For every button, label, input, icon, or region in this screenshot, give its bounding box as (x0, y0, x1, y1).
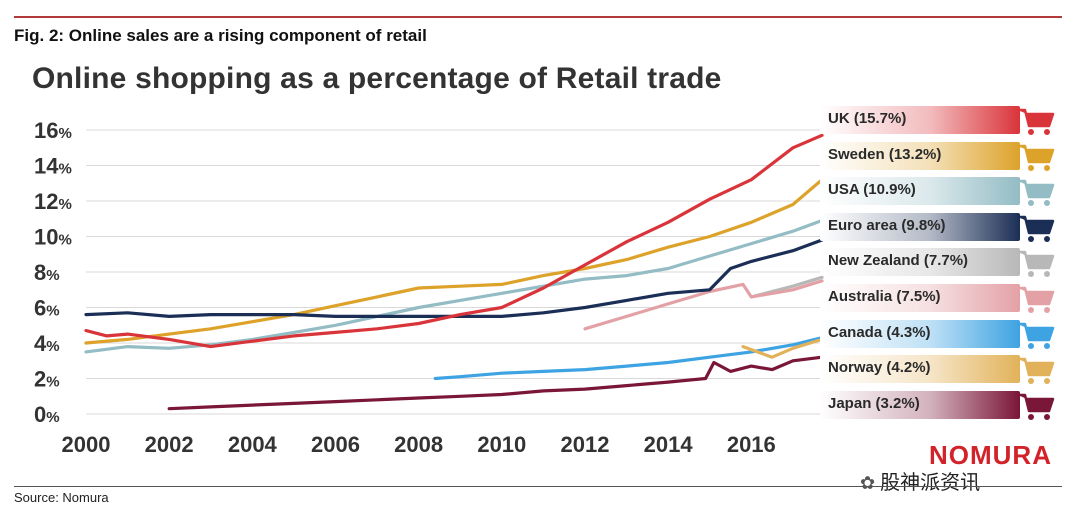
y-tick-label: 16% (34, 118, 72, 143)
series-line-sweden (84, 178, 824, 345)
watermark-text: 股神派资讯 (880, 472, 981, 494)
legend-item: Sweden (13.2%) (820, 140, 1058, 172)
shopping-cart-icon (1018, 357, 1055, 385)
series-line-uk (84, 133, 824, 349)
series-line-japan (167, 355, 824, 411)
chart-title: Online shopping as a percentage of Retai… (32, 62, 722, 95)
legend-label: Canada (4.3%) (828, 323, 931, 341)
x-tick-label: 2012 (561, 432, 610, 457)
legend-band (820, 319, 1020, 348)
shopping-cart-icon (1018, 322, 1055, 349)
legend-label: Japan (3.2%) (828, 394, 920, 412)
series-line-norway (741, 337, 824, 359)
x-tick-label: 2002 (145, 432, 194, 457)
shopping-cart-icon (1018, 215, 1055, 242)
top-rule (14, 16, 1062, 18)
legend-label: Euro area (9.8%) (828, 216, 946, 234)
legend-item: Japan (3.2%) (820, 389, 1058, 421)
legend-band (820, 141, 1020, 170)
x-tick-label: 2006 (311, 432, 360, 457)
legend-item: USA (10.9%) (820, 175, 1058, 207)
x-tick-label: 2016 (727, 432, 776, 457)
y-tick-label: 6% (34, 296, 60, 321)
legend-band (820, 106, 1020, 134)
shopping-cart-icon (1018, 108, 1055, 135)
y-tick-label: 8% (34, 260, 60, 285)
legend-band (820, 248, 1020, 277)
legend-band (820, 355, 1020, 384)
bottom-rule (14, 486, 1062, 487)
shopping-cart-icon (1018, 251, 1055, 278)
legend-item: Euro area (9.8%) (820, 211, 1058, 243)
legend-item: Canada (4.3%) (820, 318, 1058, 350)
y-tick-label: 12% (34, 189, 72, 214)
legend-item: Australia (7.5%) (820, 282, 1058, 314)
legend-item: UK (15.7%) (820, 104, 1058, 136)
legend-label: Norway (4.2%) (828, 359, 931, 377)
series-line-usa (84, 218, 824, 354)
legend-label: Australia (7.5%) (828, 288, 941, 305)
x-tick-label: 2014 (644, 432, 694, 457)
series-line-euro-area (84, 238, 824, 318)
shopping-cart-icon (1018, 393, 1055, 420)
legend-band (820, 284, 1020, 312)
x-tick-label: 2008 (394, 432, 443, 457)
y-tick-label: 4% (34, 331, 60, 356)
x-tick-label: 2010 (477, 432, 526, 457)
y-tick-label: 14% (34, 154, 72, 179)
legend-label: USA (10.9%) (828, 181, 916, 199)
y-tick-label: 0% (34, 402, 60, 427)
series-line-canada (433, 336, 824, 381)
legend-band (820, 212, 1020, 241)
legend-band (820, 177, 1020, 206)
legend-item: Norway (4.2%) (820, 353, 1058, 385)
source-note: Source: Nomura (14, 490, 109, 505)
legend-label: UK (15.7%) (828, 110, 907, 127)
wechat-icon: ✿ (860, 473, 881, 493)
wechat-watermark: ✿ 股神派资讯 (860, 466, 980, 495)
nomura-logo: NOMURA (929, 440, 1052, 470)
legend-label: Sweden (13.2%) (828, 145, 942, 163)
x-tick-label: 2004 (228, 432, 278, 457)
series-line-australia (583, 279, 824, 331)
y-tick-label: 2% (34, 367, 60, 392)
legend-label: New Zealand (7.7%) (828, 252, 969, 270)
shopping-cart-icon (1018, 286, 1055, 313)
figure-title: Fig. 2: Online sales are a rising compon… (14, 26, 427, 45)
x-tick-label: 2000 (62, 432, 111, 457)
shopping-cart-icon (1018, 144, 1055, 171)
legend-band (820, 390, 1020, 419)
shopping-cart-icon (1018, 179, 1055, 207)
y-tick-label: 10% (34, 225, 72, 250)
legend-item: New Zealand (7.7%) (820, 246, 1058, 278)
